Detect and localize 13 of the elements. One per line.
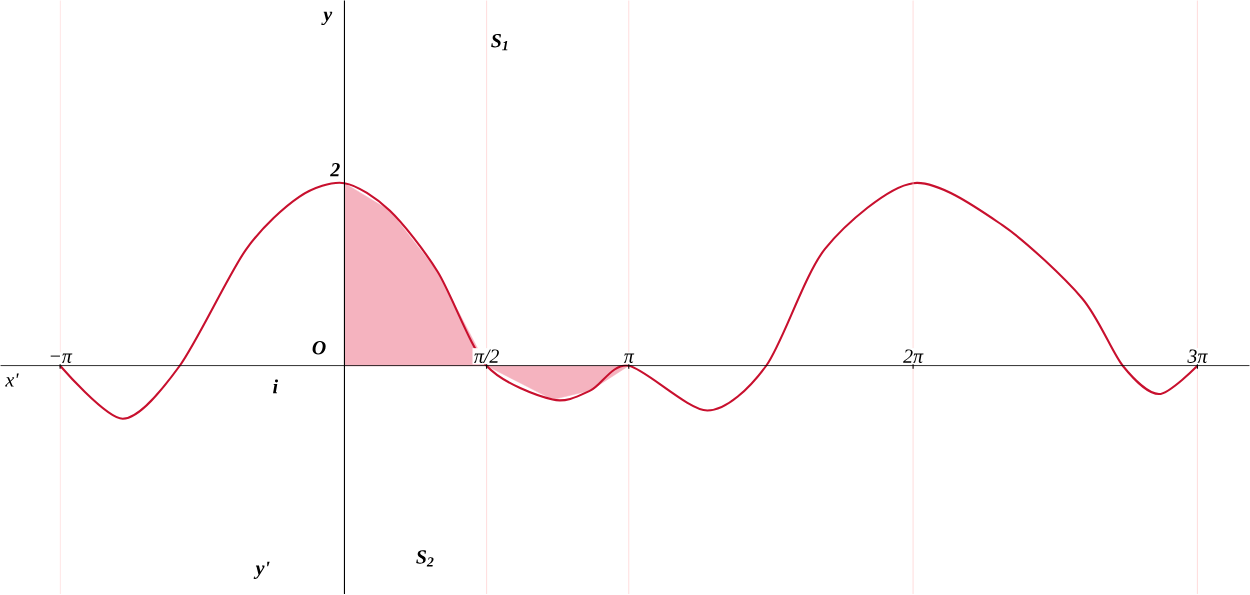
text: S$_{1}$ bbox=[491, 34, 508, 51]
annotation: O bbox=[312, 341, 326, 355]
x-tick-label: −π bbox=[50, 353, 73, 364]
x-tick-label: 2π bbox=[903, 349, 924, 364]
x-tick-label: π bbox=[623, 353, 635, 364]
text: y' bbox=[253, 561, 270, 580]
x-axis-title: x' bbox=[5, 373, 19, 387]
text: y bbox=[321, 11, 333, 26]
text: 2 bbox=[330, 163, 340, 177]
x-tick-label: 3π bbox=[1187, 349, 1208, 364]
x-tick-label: π/2 bbox=[473, 349, 499, 364]
annotation: i bbox=[273, 379, 278, 394]
text: S$_{2}$ bbox=[416, 550, 434, 567]
